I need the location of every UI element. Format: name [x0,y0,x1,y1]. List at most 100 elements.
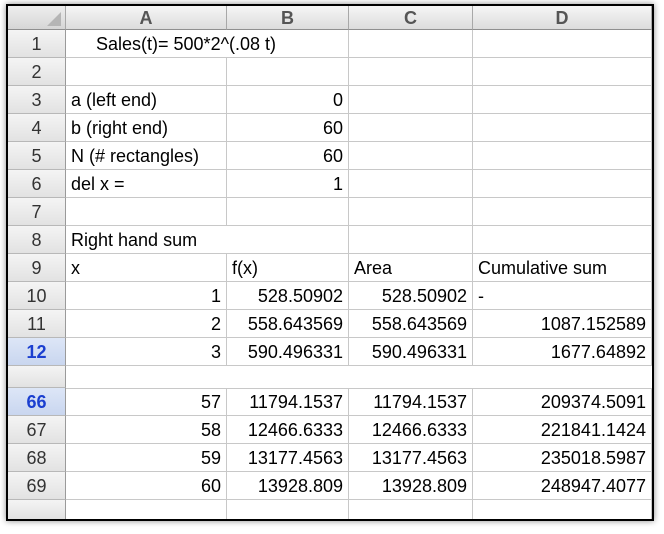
row-header[interactable]: 69 [8,472,66,500]
hidden-rows-gap [8,366,652,389]
cell-b5[interactable]: 60 [227,142,349,170]
cell-c69[interactable]: 13928.809 [349,472,473,500]
cell-a6[interactable]: del x = [66,170,227,198]
cell-a12[interactable]: 3 [66,338,227,366]
row-header[interactable] [8,500,66,519]
cell-d5[interactable] [473,142,652,170]
table-row: 6 del x = 1 [8,170,652,198]
cell-a1[interactable]: Sales(t)= 500*2^(.08 t) [66,30,349,58]
cell-b10[interactable]: 528.50902 [227,282,349,310]
row-header[interactable]: 2 [8,58,66,86]
row-header[interactable]: 5 [8,142,66,170]
row-header-selected[interactable]: 12 [8,338,66,366]
row-header[interactable]: 9 [8,254,66,282]
cell-d11[interactable]: 1087.152589 [473,310,652,338]
select-all-corner[interactable] [8,6,66,30]
cell-c12[interactable]: 590.496331 [349,338,473,366]
cell-d6[interactable] [473,170,652,198]
cell-a66[interactable]: 57 [66,388,227,416]
table-row-partial [8,500,652,519]
cell-c2[interactable] [349,58,473,86]
row-header[interactable]: 8 [8,226,66,254]
row-header[interactable]: 6 [8,170,66,198]
column-header-c[interactable]: C [349,6,473,30]
row-header-selected[interactable]: 66 [8,388,66,416]
cell-c66[interactable]: 11794.1537 [349,388,473,416]
cell-a2[interactable] [66,58,227,86]
cell-c6[interactable] [349,170,473,198]
cell-b66[interactable]: 11794.1537 [227,388,349,416]
cell-b9[interactable]: f(x) [227,254,349,282]
cell-c10[interactable]: 528.50902 [349,282,473,310]
cell-a7[interactable] [66,198,227,226]
cell-b12[interactable]: 590.496331 [227,338,349,366]
cell-b3[interactable]: 0 [227,86,349,114]
cell-c11[interactable]: 558.643569 [349,310,473,338]
column-header-d[interactable]: D [473,6,652,30]
cell-d69[interactable]: 248947.4077 [473,472,652,500]
row-header[interactable]: 7 [8,198,66,226]
row-header[interactable]: 11 [8,310,66,338]
cell-d70[interactable] [473,500,652,519]
row-header[interactable]: 4 [8,114,66,142]
cell-d67[interactable]: 221841.1424 [473,416,652,444]
cell-a3[interactable]: a (left end) [66,86,227,114]
cell-c67[interactable]: 12466.6333 [349,416,473,444]
cell-c68[interactable]: 13177.4563 [349,444,473,472]
cell-c5[interactable] [349,142,473,170]
cell-c4[interactable] [349,114,473,142]
column-header-a[interactable]: A [66,6,227,30]
row-header[interactable]: 1 [8,30,66,58]
cell-d7[interactable] [473,198,652,226]
column-header-bar: A B C D [8,6,652,30]
cell-a67[interactable]: 58 [66,416,227,444]
cell-d8[interactable] [473,226,652,254]
row-header[interactable]: 67 [8,416,66,444]
cell-a5[interactable]: N (# rectangles) [66,142,227,170]
cell-b6[interactable]: 1 [227,170,349,198]
cell-a9[interactable]: x [66,254,227,282]
cell-d2[interactable] [473,58,652,86]
table-row: 12 3 590.496331 590.496331 1677.64892 [8,338,652,366]
cell-c9[interactable]: Area [349,254,473,282]
row-header-gap [8,366,66,388]
cell-b7[interactable] [227,198,349,226]
cell-d3[interactable] [473,86,652,114]
cell-b2[interactable] [227,58,349,86]
cell-d12[interactable]: 1677.64892 [473,338,652,366]
cell-a11[interactable]: 2 [66,310,227,338]
cell-c8[interactable] [349,226,473,254]
table-row: 3 a (left end) 0 [8,86,652,114]
cell-b69[interactable]: 13928.809 [227,472,349,500]
cell-a10[interactable]: 1 [66,282,227,310]
cell-c3[interactable] [349,86,473,114]
cell-d1[interactable] [473,30,652,58]
cell-a8[interactable]: Right hand sum [66,226,349,254]
cell-a69[interactable]: 60 [66,472,227,500]
table-row: 5 N (# rectangles) 60 [8,142,652,170]
cell-d66[interactable]: 209374.5091 [473,388,652,416]
row-header[interactable]: 68 [8,444,66,472]
table-row: 67 58 12466.6333 12466.6333 221841.1424 [8,416,652,444]
cell-d9[interactable]: Cumulative sum [473,254,652,282]
cell-b67[interactable]: 12466.6333 [227,416,349,444]
cell-c70[interactable] [349,500,473,519]
cell-a70[interactable] [66,500,227,519]
cell-b70[interactable] [227,500,349,519]
cell-d10[interactable]: - [473,282,652,310]
row-header[interactable]: 10 [8,282,66,310]
row-header[interactable]: 3 [8,86,66,114]
cell-d4[interactable] [473,114,652,142]
cell-c1[interactable] [349,30,473,58]
cell-b68[interactable]: 13177.4563 [227,444,349,472]
cell-b4[interactable]: 60 [227,114,349,142]
cell-b11[interactable]: 558.643569 [227,310,349,338]
table-row: 4 b (right end) 60 [8,114,652,142]
column-header-b[interactable]: B [227,6,349,30]
cell-d68[interactable]: 235018.5987 [473,444,652,472]
cell-a4[interactable]: b (right end) [66,114,227,142]
corner-triangle-icon [47,12,61,26]
cell-a68[interactable]: 59 [66,444,227,472]
cell-c7[interactable] [349,198,473,226]
table-row: 10 1 528.50902 528.50902 - [8,282,652,310]
